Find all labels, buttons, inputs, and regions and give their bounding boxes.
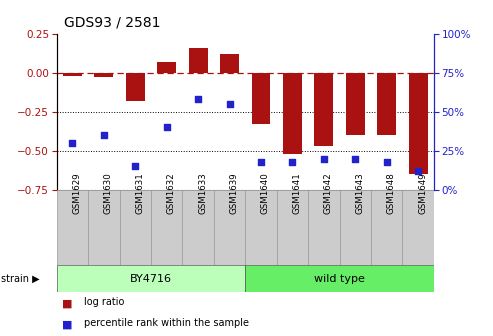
Bar <box>151 190 182 265</box>
Text: log ratio: log ratio <box>84 297 124 307</box>
Point <box>288 159 296 164</box>
Bar <box>182 190 214 265</box>
Bar <box>88 190 119 265</box>
Text: ■: ■ <box>62 299 72 309</box>
Bar <box>57 265 245 292</box>
Bar <box>157 62 176 73</box>
Bar <box>119 190 151 265</box>
Text: BY4716: BY4716 <box>130 274 172 284</box>
Point <box>352 156 359 161</box>
Point <box>131 164 139 169</box>
Point <box>194 96 202 102</box>
Bar <box>214 190 246 265</box>
Bar <box>220 54 239 73</box>
Bar <box>277 190 308 265</box>
Text: wild type: wild type <box>314 274 365 284</box>
Bar <box>126 73 145 101</box>
Text: GSM1631: GSM1631 <box>135 173 144 214</box>
Text: GSM1633: GSM1633 <box>198 173 207 214</box>
Text: GSM1641: GSM1641 <box>292 173 301 214</box>
Bar <box>346 73 365 135</box>
Text: GSM1643: GSM1643 <box>355 173 364 214</box>
Point <box>69 140 76 146</box>
Point <box>414 168 422 174</box>
Bar <box>402 190 434 265</box>
Bar <box>283 73 302 154</box>
Text: GSM1639: GSM1639 <box>230 173 239 214</box>
Bar <box>308 190 340 265</box>
Point <box>257 159 265 164</box>
Bar <box>371 190 402 265</box>
Point <box>320 156 328 161</box>
Bar <box>94 73 113 77</box>
Text: ■: ■ <box>62 319 72 329</box>
Bar <box>409 73 427 174</box>
Bar <box>340 190 371 265</box>
Text: GSM1642: GSM1642 <box>324 173 333 214</box>
Text: GSM1649: GSM1649 <box>418 173 427 214</box>
Bar <box>315 73 333 146</box>
Text: GSM1648: GSM1648 <box>387 173 396 214</box>
Point <box>383 159 390 164</box>
Bar <box>189 48 208 73</box>
Text: GSM1640: GSM1640 <box>261 173 270 214</box>
Bar <box>377 73 396 135</box>
Text: GSM1630: GSM1630 <box>104 173 113 214</box>
Bar <box>245 190 277 265</box>
Text: strain ▶: strain ▶ <box>1 274 39 284</box>
Bar <box>63 73 82 76</box>
Point <box>226 101 234 107</box>
Bar <box>245 265 434 292</box>
Text: percentile rank within the sample: percentile rank within the sample <box>84 318 249 328</box>
Text: GSM1629: GSM1629 <box>72 173 81 214</box>
Point <box>100 132 108 138</box>
Bar <box>57 190 88 265</box>
Bar <box>251 73 270 124</box>
Point <box>163 125 171 130</box>
Text: GDS93 / 2581: GDS93 / 2581 <box>64 15 161 29</box>
Text: GSM1632: GSM1632 <box>167 173 176 214</box>
